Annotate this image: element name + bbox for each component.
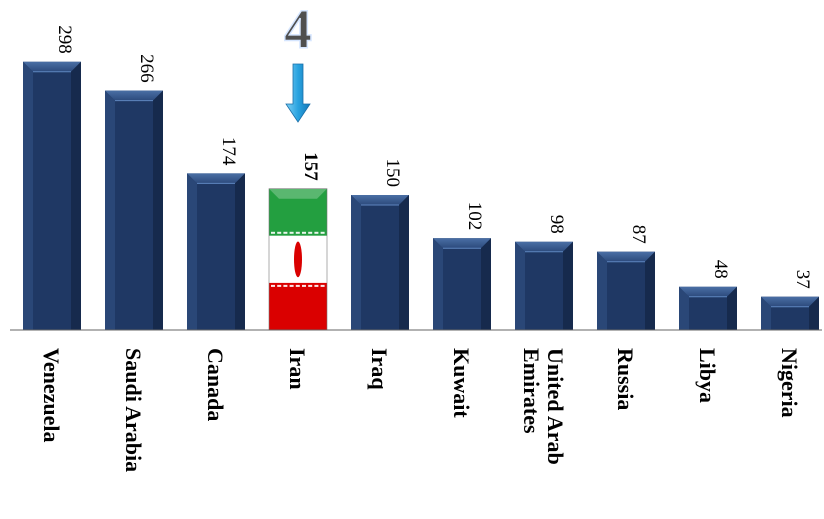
category-label: Canada (203, 348, 228, 421)
bar-iran-flag (268, 188, 328, 331)
bar (23, 61, 81, 331)
category-label: Venezuela (39, 348, 64, 443)
flag-emblem (294, 241, 302, 278)
category-label: Iraq (367, 348, 392, 390)
value-label: 174 (218, 137, 239, 166)
category-label: Russia (613, 348, 638, 410)
bar (597, 251, 655, 330)
category-label: United Arab (543, 348, 568, 465)
bar (515, 241, 573, 330)
category-label: Nigeria (777, 348, 802, 418)
bar (351, 195, 409, 330)
value-label: 48 (710, 260, 731, 279)
value-labels: 298 266 174 157 150 102 98 87 48 37 (54, 25, 813, 288)
bar (187, 173, 245, 330)
category-labels: Venezuela Saudi Arabia Canada Iran Iraq Kuwai… (39, 348, 802, 472)
bar (105, 90, 163, 330)
rank-annotation: 4 (283, 0, 313, 123)
rank-number: 4 (284, 0, 312, 61)
category-label: Saudi Arabia (121, 348, 146, 472)
category-label: Kuwait (449, 348, 474, 418)
category-label: Libya (695, 348, 720, 403)
bar (433, 238, 491, 330)
bars-layer (23, 61, 819, 331)
value-label: 102 (464, 202, 485, 231)
down-arrow-icon (285, 63, 311, 123)
category-label: Iran (285, 348, 310, 390)
value-label: 157 (300, 152, 321, 181)
value-label: 87 (628, 225, 649, 244)
value-label: 37 (792, 270, 813, 289)
value-label: 266 (136, 54, 157, 83)
category-label: Emirates (519, 348, 544, 434)
value-label: 298 (54, 25, 75, 54)
value-label: 98 (546, 215, 567, 234)
bar (679, 286, 737, 330)
value-label: 150 (382, 159, 403, 188)
bar (761, 296, 819, 330)
